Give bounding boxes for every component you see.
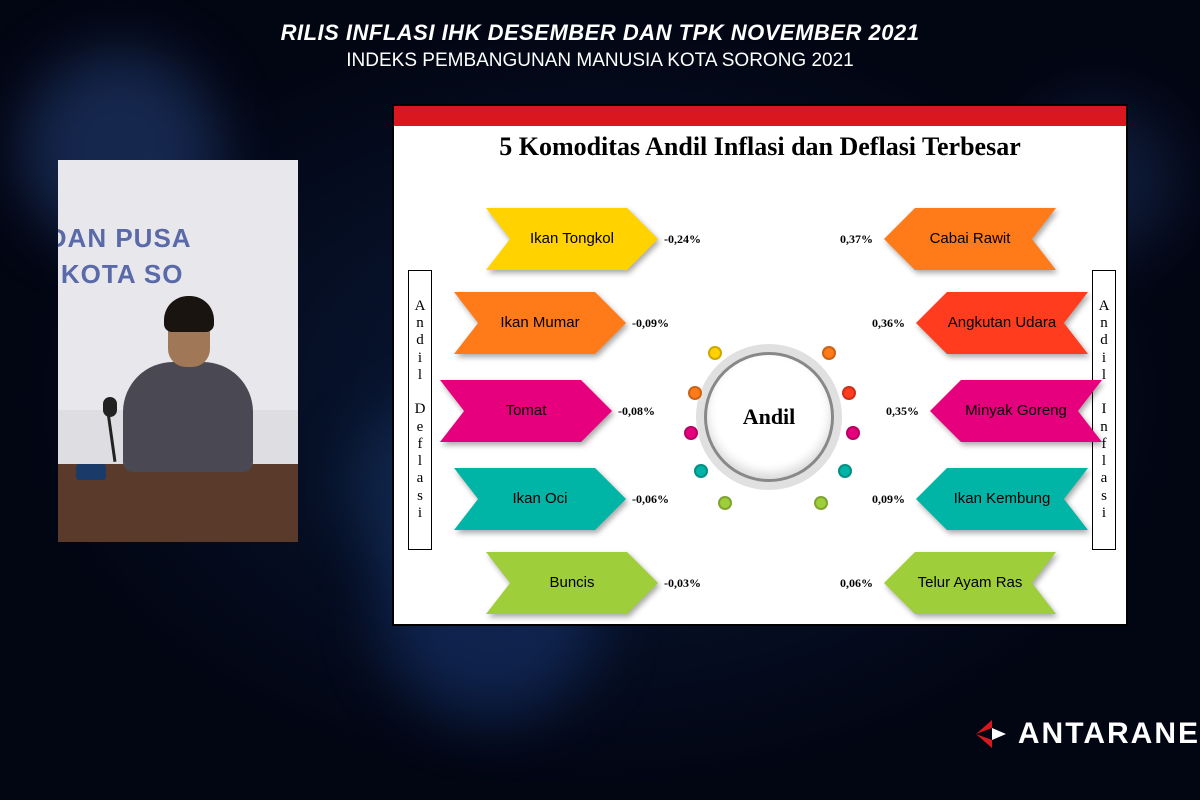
center-circle: Andil [704,352,834,482]
hex-label: Angkutan Udara [916,292,1088,354]
orbit-dot [822,346,836,360]
orbit-dot [684,426,698,440]
slide-title: 5 Komoditas Andil Inflasi dan Deflasi Te… [394,132,1126,162]
hex-label: Ikan Kembung [916,468,1088,530]
presenter-video: ADAN PUSA KOTA SO [58,160,298,542]
orbit-dot [694,464,708,478]
orbit-dot [718,496,732,510]
deflasi-value: -0,24% [664,232,701,247]
hex-label: Ikan Oci [454,468,626,530]
inflasi-value: 0,09% [872,492,905,507]
deflasi-value: -0,03% [664,576,701,591]
label-deflasi: Andil Deflasi [408,270,432,550]
label-inflasi: Andil Inflasi [1092,270,1116,550]
watermark: ANTARANE [970,714,1200,754]
orbit-dot [846,426,860,440]
orbit-dot [838,464,852,478]
slide-content: Andil Andil Deflasi Andil Inflasi Ikan T… [394,162,1126,632]
slide-topbar [394,106,1126,126]
hex-label: Ikan Tongkol [486,208,658,270]
inflasi-value: 0,06% [840,576,873,591]
hex-label: Tomat [440,380,612,442]
inflasi-value: 0,36% [872,316,905,331]
center-label: Andil [743,404,796,430]
inflasi-value: 0,35% [886,404,919,419]
deflasi-value: -0,08% [618,404,655,419]
deflasi-value: -0,06% [632,492,669,507]
hex-label: Cabai Rawit [884,208,1056,270]
orbit-dot [708,346,722,360]
orbit-dot [814,496,828,510]
hex-label: Buncis [486,552,658,614]
inflasi-value: 0,37% [840,232,873,247]
orbit-dot [688,386,702,400]
hex-label: Minyak Goreng [930,380,1102,442]
header-line1: RILIS INFLASI IHK DESEMBER DAN TPK NOVEM… [0,20,1200,46]
deflasi-value: -0,09% [632,316,669,331]
hex-label: Telur Ayam Ras [884,552,1056,614]
watermark-text: ANTARANE [1018,717,1200,751]
orbit-dot [842,386,856,400]
slide: 5 Komoditas Andil Inflasi dan Deflasi Te… [392,104,1128,626]
header: RILIS INFLASI IHK DESEMBER DAN TPK NOVEM… [0,20,1200,72]
watermark-icon [970,714,1010,754]
hex-label: Ikan Mumar [454,292,626,354]
header-line2: INDEKS PEMBANGUNAN MANUSIA KOTA SORONG 2… [0,50,1200,72]
